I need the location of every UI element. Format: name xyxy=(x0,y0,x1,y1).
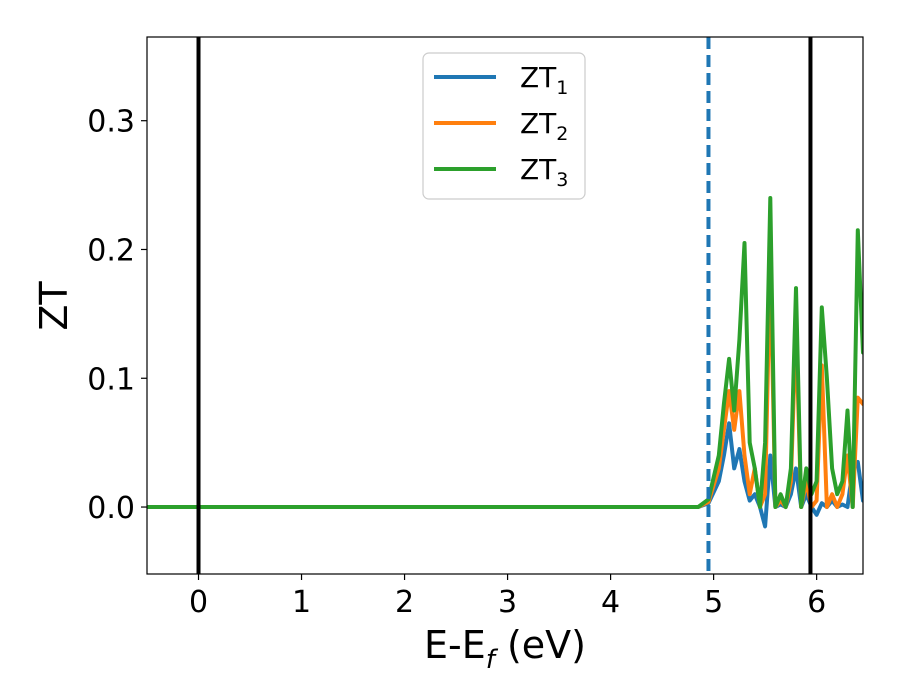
x-tick-label: 6 xyxy=(807,585,826,620)
x-tick-label: 2 xyxy=(395,585,414,620)
legend-entries: ZT1 ZT2 ZT3 xyxy=(434,61,568,191)
x-tick-label: 5 xyxy=(704,585,723,620)
y-tick-label: 0.1 xyxy=(87,362,135,397)
y-tick-label: 0.0 xyxy=(87,491,135,526)
y-axis: 0.0 0.1 0.2 0.3 xyxy=(87,105,147,526)
x-axis-title-main: E-E xyxy=(424,623,486,667)
legend-label-2: ZT2 xyxy=(520,107,568,145)
y-tick-label: 0.2 xyxy=(87,233,135,268)
x-tick-label: 4 xyxy=(601,585,620,620)
plot-frame xyxy=(146,36,864,575)
x-tick-label: 3 xyxy=(498,585,517,620)
legend-label-1: ZT1 xyxy=(520,61,568,99)
x-axis: 0 1 2 3 4 5 6 xyxy=(189,574,826,620)
y-axis-title: ZT xyxy=(32,281,76,331)
x-axis-title-unit: (eV) xyxy=(495,623,586,667)
x-tick-label: 1 xyxy=(292,585,311,620)
legend-box xyxy=(422,52,586,200)
x-tick-label: 0 xyxy=(189,585,208,620)
vertical-lines xyxy=(196,37,813,574)
legend: ZT1 ZT2 ZT3 xyxy=(422,52,586,200)
legend-label-3: ZT3 xyxy=(520,153,568,191)
series-layer xyxy=(147,196,863,529)
series-line-3 xyxy=(147,196,863,509)
x-axis-title: E-Ef (eV) xyxy=(424,623,586,675)
y-tick-label: 0.3 xyxy=(87,105,135,140)
